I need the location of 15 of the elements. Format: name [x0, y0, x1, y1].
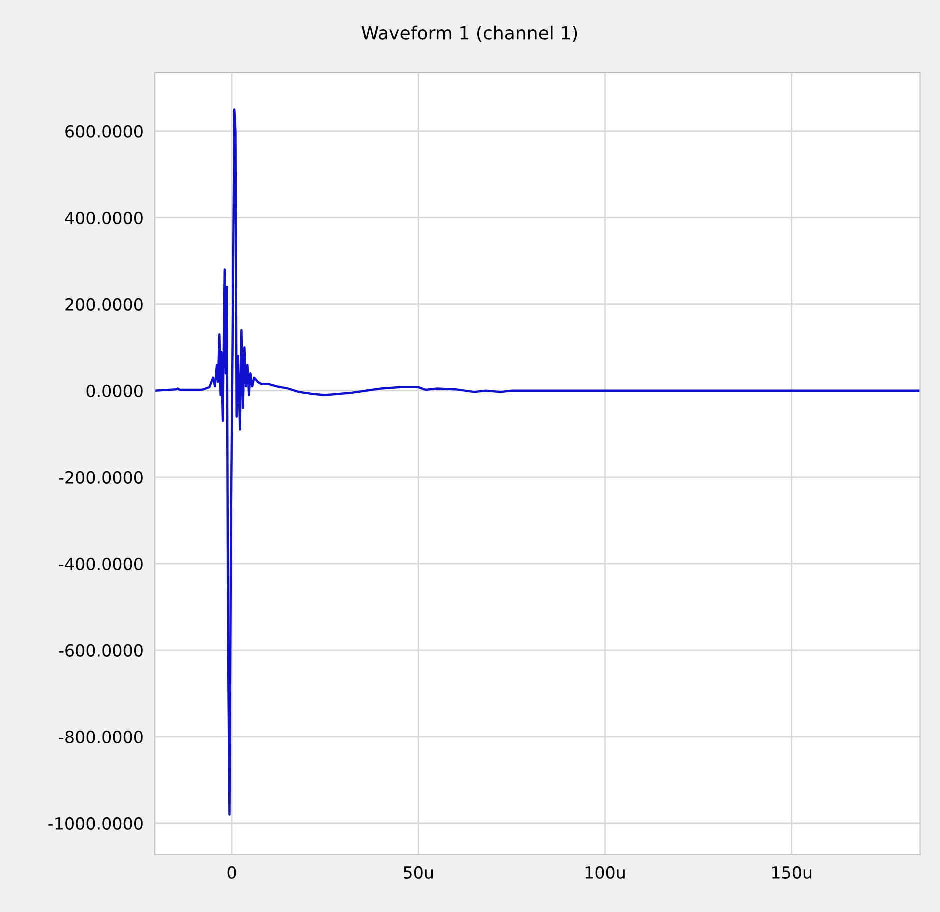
line-series [155, 108, 920, 816]
y-tick-label: -200.0000 [59, 471, 143, 484]
y-tick-label: 600.0000 [66, 125, 143, 138]
y-tick-label: -1000.0000 [48, 817, 143, 830]
x-tick-label: 100u [586, 866, 625, 880]
y-tick-label: -400.0000 [59, 558, 143, 570]
y-tick-label: 400.0000 [65, 212, 143, 224]
x-tick-label: 50u [404, 866, 433, 880]
chart-title: Waveform 1 (channel 1) [362, 26, 578, 42]
x-tick-label: 150u [772, 866, 812, 880]
y-tick-label: 200.0000 [66, 298, 143, 311]
y-tick-label: -600.0000 [59, 644, 143, 657]
y-tick-label: 0.0000 [86, 384, 143, 398]
x-tick-label: 0 [228, 866, 236, 880]
y-tick-label: -800.0000 [59, 730, 143, 744]
